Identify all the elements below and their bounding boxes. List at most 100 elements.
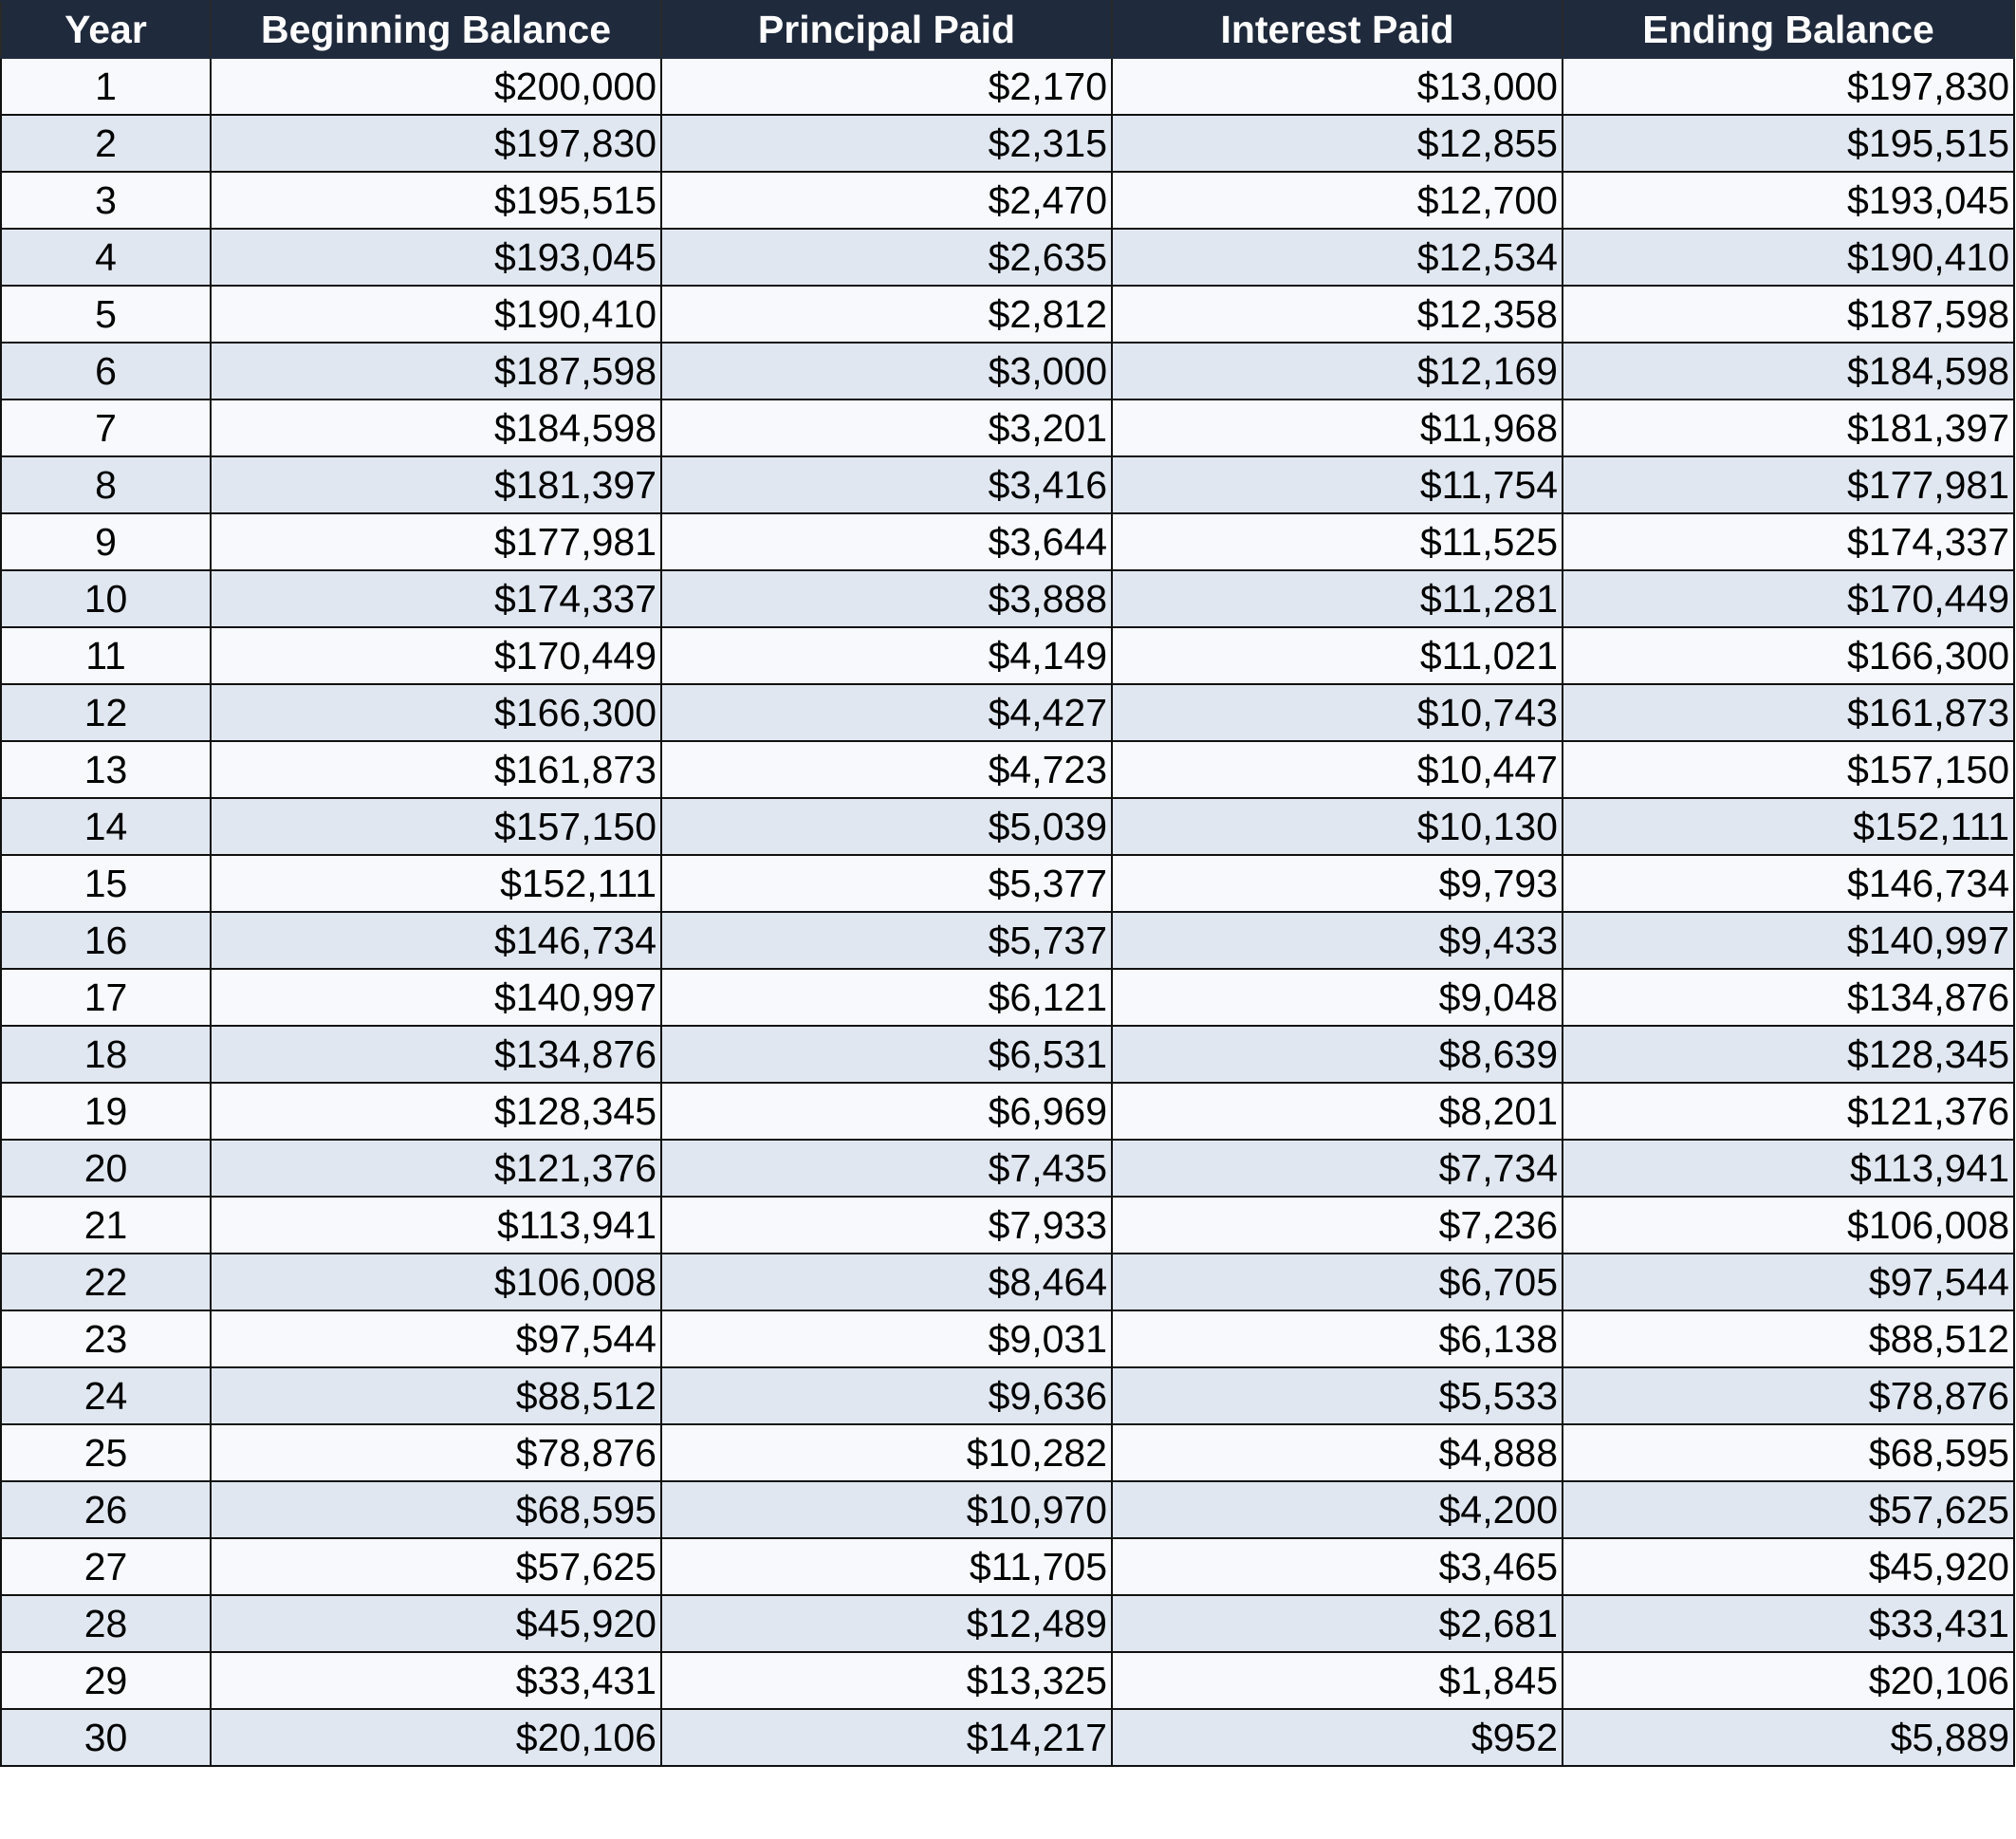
amount-cell: $10,743 bbox=[1111, 683, 1563, 742]
amount-cell: $12,489 bbox=[660, 1594, 1113, 1653]
table-row: 13 $161,873 $4,723 $10,447 $157,150 bbox=[0, 740, 2015, 799]
amount-cell: $2,170 bbox=[660, 57, 1113, 116]
amount-cell: $33,431 bbox=[210, 1651, 662, 1710]
amount-cell: $2,681 bbox=[1111, 1594, 1563, 1653]
column-header: Interest Paid bbox=[1111, 0, 1563, 59]
amount-cell: $7,734 bbox=[1111, 1139, 1563, 1198]
amount-cell: $68,595 bbox=[210, 1480, 662, 1539]
year-cell: 15 bbox=[0, 854, 212, 913]
amount-cell: $11,021 bbox=[1111, 626, 1563, 685]
amount-cell: $113,941 bbox=[210, 1196, 662, 1254]
amount-cell: $193,045 bbox=[210, 228, 662, 287]
amount-cell: $5,039 bbox=[660, 797, 1113, 856]
table-row: 16 $146,734 $5,737 $9,433 $140,997 bbox=[0, 911, 2015, 970]
table-row: 20 $121,376 $7,435 $7,734 $113,941 bbox=[0, 1139, 2015, 1198]
table-row: 17 $140,997 $6,121 $9,048 $134,876 bbox=[0, 968, 2015, 1027]
amount-cell: $68,595 bbox=[1562, 1423, 2015, 1482]
amount-cell: $190,410 bbox=[210, 285, 662, 344]
amount-cell: $45,920 bbox=[210, 1594, 662, 1653]
amount-cell: $2,635 bbox=[660, 228, 1113, 287]
amount-cell: $11,754 bbox=[1111, 455, 1563, 514]
amount-cell: $88,512 bbox=[210, 1366, 662, 1425]
amount-cell: $174,337 bbox=[1562, 512, 2015, 571]
amount-cell: $187,598 bbox=[210, 342, 662, 400]
amount-cell: $12,169 bbox=[1111, 342, 1563, 400]
amount-cell: $152,111 bbox=[210, 854, 662, 913]
table-row: 8 $181,397 $3,416 $11,754 $177,981 bbox=[0, 455, 2015, 514]
amount-cell: $190,410 bbox=[1562, 228, 2015, 287]
year-cell: 2 bbox=[0, 114, 212, 173]
amount-cell: $106,008 bbox=[1562, 1196, 2015, 1254]
table-row: 6 $187,598 $3,000 $12,169 $184,598 bbox=[0, 342, 2015, 400]
amount-cell: $5,377 bbox=[660, 854, 1113, 913]
amount-cell: $121,376 bbox=[1562, 1082, 2015, 1141]
amount-cell: $5,737 bbox=[660, 911, 1113, 970]
amount-cell: $97,544 bbox=[210, 1310, 662, 1368]
amount-cell: $200,000 bbox=[210, 57, 662, 116]
table-row: 22 $106,008 $8,464 $6,705 $97,544 bbox=[0, 1253, 2015, 1311]
amount-cell: $146,734 bbox=[210, 911, 662, 970]
year-cell: 8 bbox=[0, 455, 212, 514]
year-cell: 19 bbox=[0, 1082, 212, 1141]
amount-cell: $4,149 bbox=[660, 626, 1113, 685]
table-row: 11 $170,449 $4,149 $11,021 $166,300 bbox=[0, 626, 2015, 685]
year-cell: 23 bbox=[0, 1310, 212, 1368]
amount-cell: $11,968 bbox=[1111, 399, 1563, 457]
amount-cell: $181,397 bbox=[210, 455, 662, 514]
amount-cell: $11,281 bbox=[1111, 569, 1563, 628]
column-header: Beginning Balance bbox=[210, 0, 662, 59]
amortization-table: Year Beginning Balance Principal Paid Inter… bbox=[0, 0, 2015, 1767]
year-cell: 18 bbox=[0, 1025, 212, 1084]
amount-cell: $166,300 bbox=[1562, 626, 2015, 685]
amount-cell: $193,045 bbox=[1562, 171, 2015, 230]
year-cell: 12 bbox=[0, 683, 212, 742]
table-row: 14 $157,150 $5,039 $10,130 $152,111 bbox=[0, 797, 2015, 856]
amount-cell: $195,515 bbox=[1562, 114, 2015, 173]
table-row: 29 $33,431 $13,325 $1,845 $20,106 bbox=[0, 1651, 2015, 1710]
amount-cell: $3,000 bbox=[660, 342, 1113, 400]
amount-cell: $166,300 bbox=[210, 683, 662, 742]
amount-cell: $184,598 bbox=[1562, 342, 2015, 400]
table-row: 19 $128,345 $6,969 $8,201 $121,376 bbox=[0, 1082, 2015, 1141]
table-row: 9 $177,981 $3,644 $11,525 $174,337 bbox=[0, 512, 2015, 571]
amount-cell: $140,997 bbox=[210, 968, 662, 1027]
amount-cell: $5,889 bbox=[1562, 1708, 2015, 1767]
amount-cell: $140,997 bbox=[1562, 911, 2015, 970]
table-row: 23 $97,544 $9,031 $6,138 $88,512 bbox=[0, 1310, 2015, 1368]
amount-cell: $174,337 bbox=[210, 569, 662, 628]
column-header: Principal Paid bbox=[660, 0, 1113, 59]
amount-cell: $9,433 bbox=[1111, 911, 1563, 970]
amount-cell: $3,416 bbox=[660, 455, 1113, 514]
amount-cell: $170,449 bbox=[1562, 569, 2015, 628]
amount-cell: $3,201 bbox=[660, 399, 1113, 457]
table-row: 5 $190,410 $2,812 $12,358 $187,598 bbox=[0, 285, 2015, 344]
year-cell: 16 bbox=[0, 911, 212, 970]
amount-cell: $6,969 bbox=[660, 1082, 1113, 1141]
header-row: Year Beginning Balance Principal Paid Inter… bbox=[0, 0, 2015, 59]
year-cell: 11 bbox=[0, 626, 212, 685]
table-row: 27 $57,625 $11,705 $3,465 $45,920 bbox=[0, 1537, 2015, 1596]
amount-cell: $128,345 bbox=[210, 1082, 662, 1141]
amount-cell: $134,876 bbox=[210, 1025, 662, 1084]
amount-cell: $152,111 bbox=[1562, 797, 2015, 856]
amount-cell: $12,534 bbox=[1111, 228, 1563, 287]
year-cell: 25 bbox=[0, 1423, 212, 1482]
amount-cell: $157,150 bbox=[1562, 740, 2015, 799]
amount-cell: $10,970 bbox=[660, 1480, 1113, 1539]
amount-cell: $4,427 bbox=[660, 683, 1113, 742]
amount-cell: $181,397 bbox=[1562, 399, 2015, 457]
amount-cell: $11,705 bbox=[660, 1537, 1113, 1596]
table-row: 1 $200,000 $2,170 $13,000 $197,830 bbox=[0, 57, 2015, 116]
amount-cell: $187,598 bbox=[1562, 285, 2015, 344]
amount-cell: $57,625 bbox=[210, 1537, 662, 1596]
table-row: 30 $20,106 $14,217 $952 $5,889 bbox=[0, 1708, 2015, 1767]
table-row: 18 $134,876 $6,531 $8,639 $128,345 bbox=[0, 1025, 2015, 1084]
amount-cell: $6,121 bbox=[660, 968, 1113, 1027]
amount-cell: $197,830 bbox=[210, 114, 662, 173]
table-row: 4 $193,045 $2,635 $12,534 $190,410 bbox=[0, 228, 2015, 287]
amount-cell: $20,106 bbox=[1562, 1651, 2015, 1710]
year-cell: 29 bbox=[0, 1651, 212, 1710]
amount-cell: $8,639 bbox=[1111, 1025, 1563, 1084]
amount-cell: $8,201 bbox=[1111, 1082, 1563, 1141]
